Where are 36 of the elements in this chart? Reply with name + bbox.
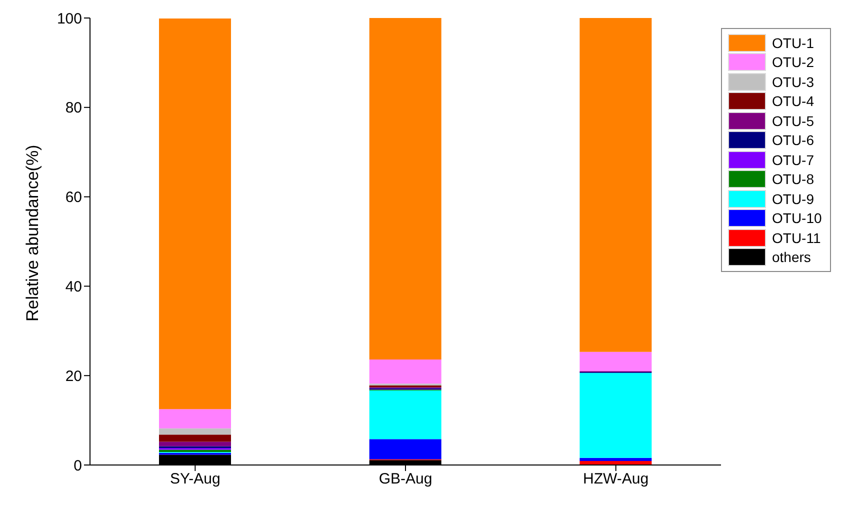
y-axis-title: Relative abundance(%) — [23, 144, 42, 322]
y-tick-label: 40 — [65, 278, 82, 296]
legend-label: OTU-8 — [772, 171, 814, 188]
legend-label: OTU-9 — [772, 190, 814, 207]
bar — [159, 434, 231, 442]
legend-label: OTU-11 — [772, 230, 821, 246]
bar — [369, 390, 442, 440]
y-tick-label: 0 — [74, 457, 82, 474]
legend-label: OTU-6 — [772, 132, 814, 148]
legend-label: OTU-10 — [772, 210, 822, 226]
bar — [159, 428, 231, 435]
legend-label: OTU-3 — [772, 74, 814, 90]
bar — [580, 372, 652, 458]
bar — [369, 439, 442, 460]
bar — [159, 409, 231, 428]
x-tick-label: GB-Aug — [378, 470, 432, 488]
legend-label: OTU-7 — [772, 152, 814, 168]
legend-label: others — [772, 249, 811, 266]
y-tick-label: 60 — [65, 189, 82, 206]
y-tick-label: 20 — [65, 368, 82, 385]
bar — [159, 442, 231, 446]
legend-label: OTU-4 — [772, 93, 814, 110]
y-tick-label: 80 — [65, 100, 82, 117]
y-tick-label: 100 — [56, 10, 82, 28]
bar — [159, 18, 231, 410]
bar — [580, 460, 652, 465]
bar — [580, 458, 652, 461]
x-tick-label: SY-Aug — [170, 470, 220, 488]
legend-label: OTU-5 — [772, 112, 814, 129]
bar — [369, 360, 442, 384]
x-tick-label: HZW-Aug — [583, 470, 649, 488]
bar — [580, 18, 652, 352]
bar — [580, 352, 652, 372]
legend-label: OTU-2 — [772, 54, 814, 70]
bar — [369, 18, 442, 360]
legend-label: OTU-1 — [772, 34, 814, 51]
